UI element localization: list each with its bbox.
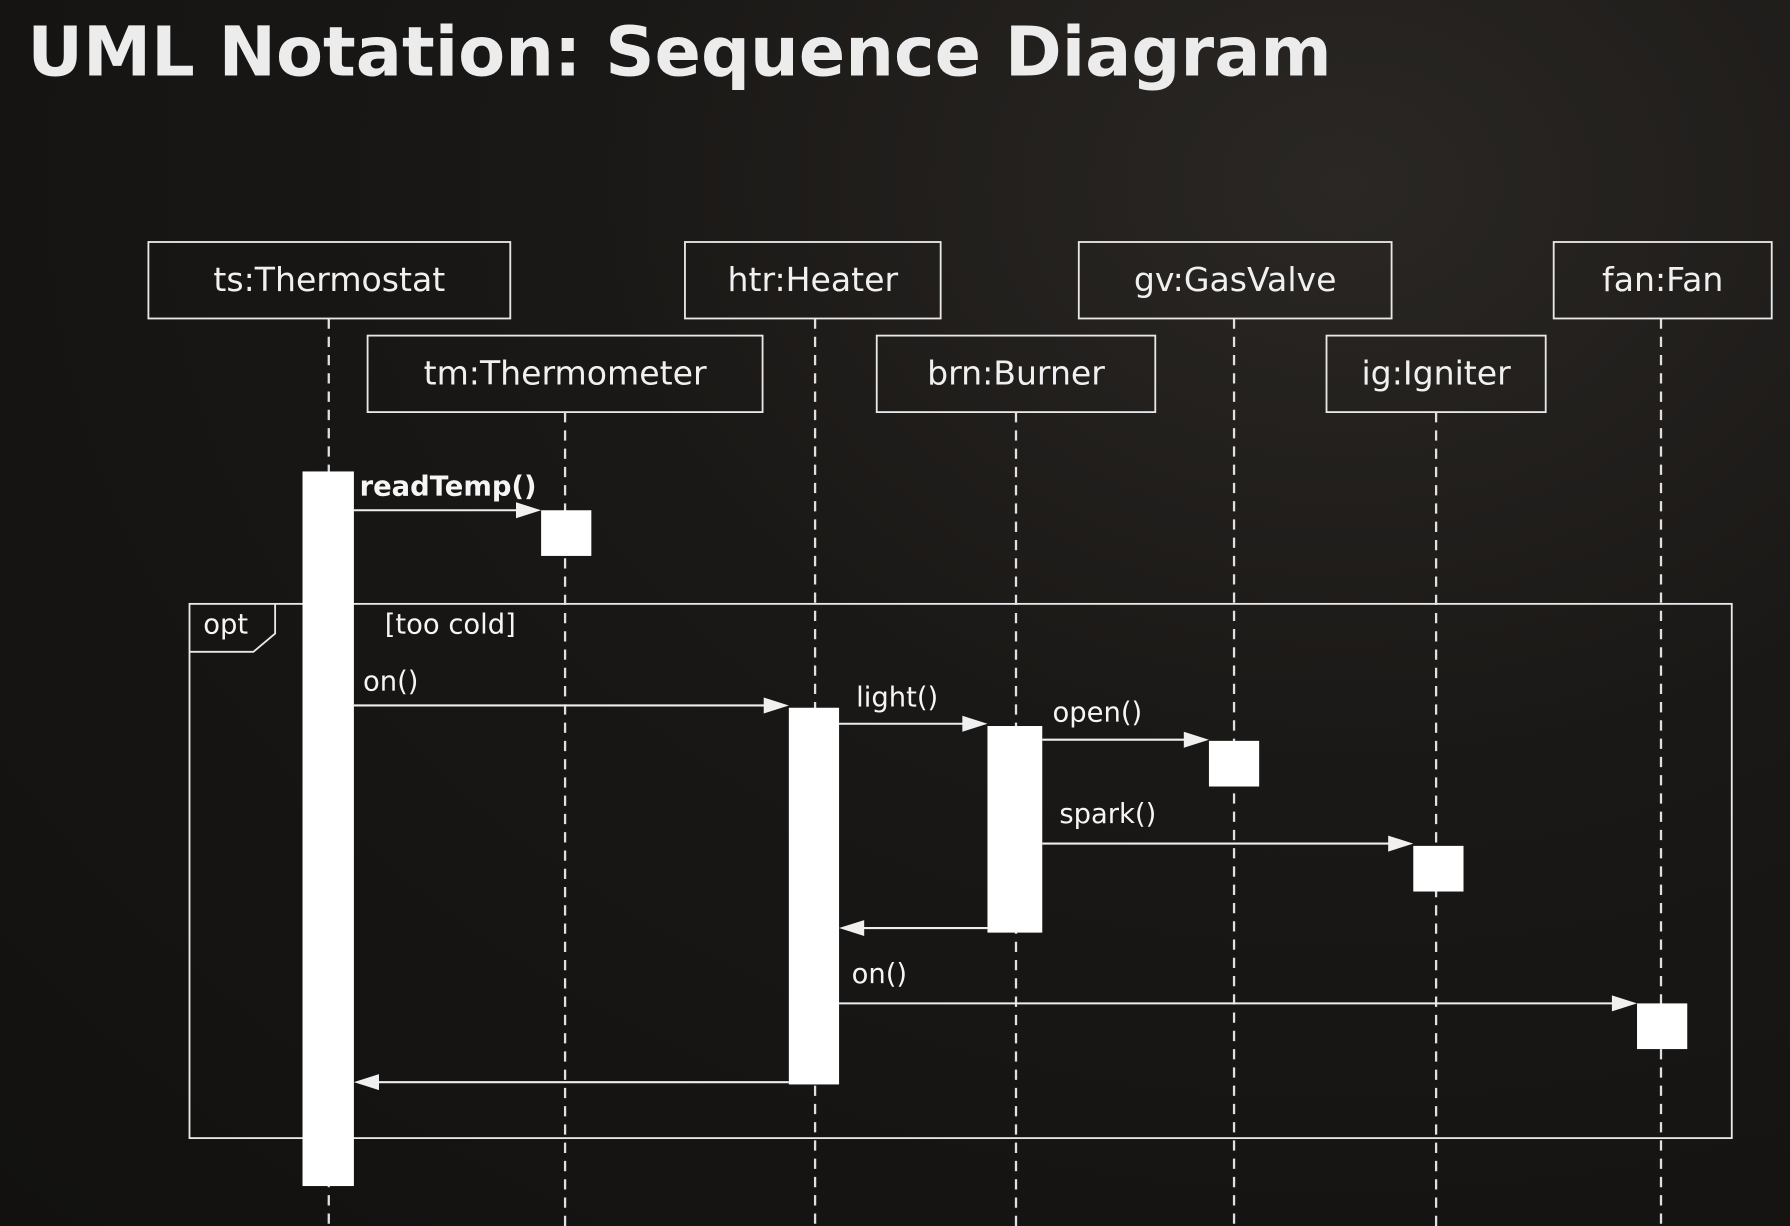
participant-box (1077, 241, 1393, 320)
participant-gv: gv:GasValve (1077, 241, 1393, 1226)
activation-ig (1413, 845, 1464, 892)
fragment-tab (189, 603, 277, 653)
participant-label: brn:Burner (927, 354, 1105, 393)
participant-label: ig:Igniter (1361, 354, 1511, 393)
message-spark-brn-ig: spark() (1042, 799, 1414, 852)
message-readTemp-ts-tm: readTemp() (353, 471, 542, 519)
participant-box (147, 241, 512, 320)
arrowhead-icon (1388, 835, 1414, 852)
activation-htr (788, 707, 840, 1085)
activation-gv (1208, 740, 1260, 787)
message-label: open() (1053, 697, 1143, 728)
message-label: spark() (1059, 799, 1156, 830)
participant-fan: fan:Fan (1552, 241, 1773, 1226)
activation-fan (1637, 1003, 1688, 1050)
message-return-htr-ts (353, 1074, 789, 1091)
message-label: on() (363, 667, 418, 698)
arrowhead-icon (1183, 731, 1209, 748)
arrowhead-icon (839, 920, 865, 937)
participant-label: tm:Thermometer (424, 354, 707, 393)
participant-ts: ts:Thermostat (147, 241, 512, 1226)
participant-tm: tm:Thermometer (366, 334, 764, 1226)
participant-box (875, 334, 1157, 414)
message-label: light() (856, 683, 938, 714)
arrowhead-icon (1611, 995, 1638, 1012)
message-open-brn-gv: open() (1042, 697, 1209, 748)
fragment-operator: opt (203, 610, 248, 641)
message-return-brn-htr (839, 920, 988, 937)
message-label: on() (852, 959, 907, 990)
participant-ig: ig:Igniter (1325, 334, 1547, 1226)
message-label: readTemp() (360, 471, 537, 502)
activation-tm (541, 510, 592, 556)
participant-label: fan:Fan (1602, 260, 1723, 299)
participant-box (1325, 334, 1547, 414)
message-light-htr-brn: light() (839, 683, 988, 732)
participant-box (366, 334, 764, 414)
activation-ts (302, 471, 354, 1187)
participant-label: ts:Thermostat (213, 260, 445, 299)
arrowhead-icon (763, 697, 789, 714)
participant-box (1552, 241, 1773, 320)
activation-brn (987, 726, 1043, 933)
message-on-ts-htr: on() (353, 667, 789, 714)
arrowhead-icon (962, 715, 988, 732)
opt-fragment (188, 602, 1733, 1140)
participant-label: gv:GasValve (1134, 260, 1337, 299)
message-on-htr-fan: on() (839, 959, 1638, 1012)
arrowhead-icon (353, 1074, 380, 1091)
page-title: UML Notation: Sequence Diagram (27, 12, 1331, 92)
fragment-guard: [too cold] (385, 610, 516, 641)
arrowhead-icon (515, 502, 542, 519)
participant-label: htr:Heater (728, 260, 899, 299)
participant-box (684, 241, 942, 320)
